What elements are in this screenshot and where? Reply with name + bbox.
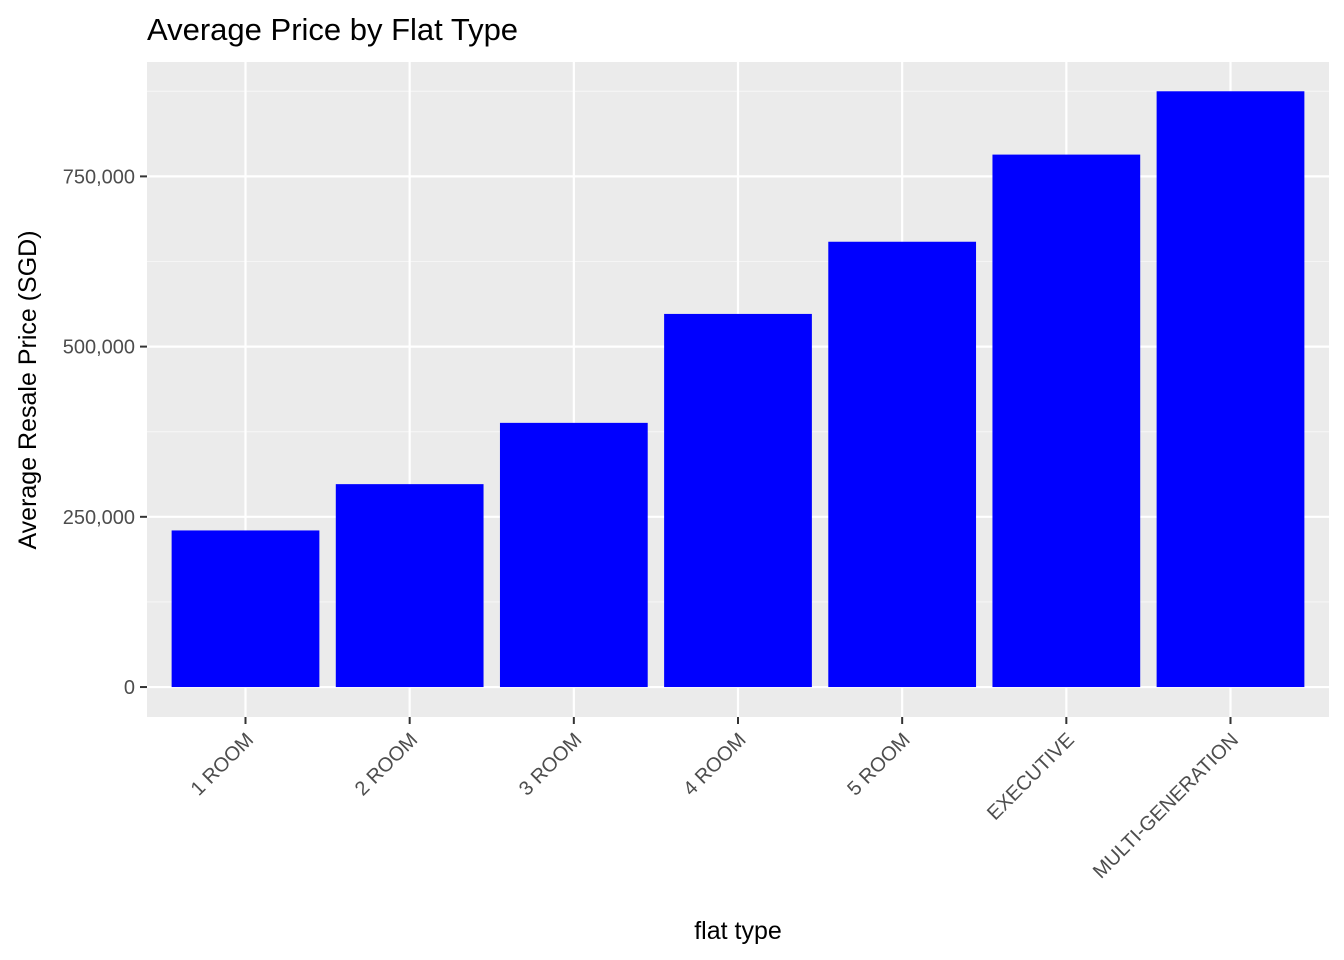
x-tick-label: 5 ROOM	[843, 729, 914, 800]
x-tick-label: 1 ROOM	[187, 729, 258, 800]
bar	[171, 530, 320, 688]
bar	[499, 422, 648, 688]
x-axis: 1 ROOM 2 ROOM 3 ROOM 4 ROOM 5 ROOM EXECUTIVE M…	[187, 717, 1243, 883]
bar	[335, 484, 484, 688]
x-tick-label: 2 ROOM	[351, 729, 422, 800]
chart-title: Average Price by Flat Type	[147, 12, 518, 47]
y-tick-label: 750,000	[63, 166, 135, 188]
x-tick-label: 3 ROOM	[515, 729, 586, 800]
bar	[828, 241, 977, 688]
bar	[992, 154, 1141, 688]
bar	[664, 313, 812, 688]
x-tick-label: MULTI-GENERATION	[1089, 729, 1243, 883]
bars	[171, 91, 1305, 688]
y-axis-title: Average Resale Price (SGD)	[14, 230, 42, 549]
x-axis-title: flat type	[694, 917, 782, 945]
y-axis: 0 250,000 500,000 750,000	[63, 166, 147, 699]
y-tick-label: 0	[124, 677, 135, 699]
bar	[1156, 91, 1305, 688]
y-tick-label: 250,000	[63, 507, 135, 529]
y-tick-label: 500,000	[63, 337, 135, 359]
x-tick-label: EXECUTIVE	[983, 729, 1079, 825]
x-tick-label: 4 ROOM	[679, 729, 750, 800]
